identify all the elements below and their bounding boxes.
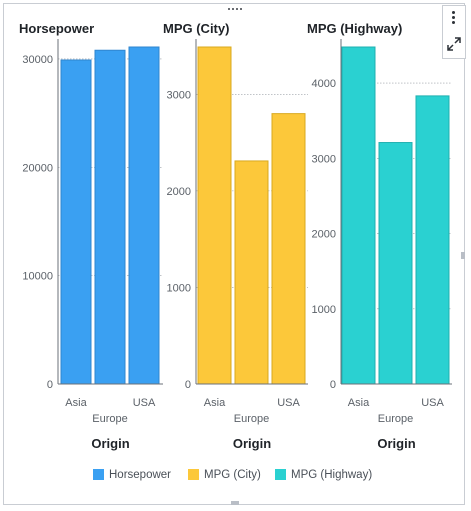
chart-2-category-label: USA	[277, 397, 300, 409]
resize-handle-right[interactable]	[461, 252, 465, 259]
chart-1-ytick-label: 0	[47, 379, 53, 391]
chart-3-category-label: USA	[421, 397, 444, 409]
chart-3-category-label: Asia	[348, 397, 370, 409]
chart-1-category-label: Asia	[65, 397, 87, 409]
panel-toolbar	[442, 5, 466, 59]
vertical-ellipsis-icon[interactable]	[452, 11, 456, 25]
chart-1-ytick-label: 30000	[22, 54, 53, 66]
chart-1-ytick-label: 20000	[22, 162, 53, 174]
chart-1-bar-europe	[94, 49, 126, 385]
chart-2-ytick-label: 3000	[167, 89, 191, 101]
drag-handle-icon[interactable]	[228, 8, 242, 11]
chart-2-bar-asia	[197, 46, 232, 385]
chart-2-category-label: Europe	[234, 413, 269, 425]
chart-1-category-label: USA	[133, 397, 156, 409]
chart-2-x-axis-title: Origin	[233, 436, 271, 451]
legend-swatch	[93, 469, 104, 480]
chart-1-bar-usa	[128, 46, 160, 385]
chart-1-ytick-label: 10000	[22, 271, 53, 283]
legend-swatch	[188, 469, 199, 480]
chart-2-ytick-label: 2000	[167, 186, 191, 198]
chart-3-bar-usa	[415, 95, 450, 385]
chart-3-ytick-label: 3000	[312, 153, 336, 165]
legend-label: MPG (Highway)	[291, 469, 372, 481]
chart-2-category-label: Asia	[204, 397, 226, 409]
chart-3-ytick-label: 1000	[312, 304, 336, 316]
chart-1-title: Horsepower	[19, 21, 94, 36]
legend-label: MPG (City)	[204, 469, 261, 481]
chart-3-bar-asia	[341, 46, 376, 385]
chart-1-bar-asia	[60, 59, 92, 385]
legend-swatch	[275, 469, 286, 480]
chart-2-title: MPG (City)	[163, 21, 229, 36]
chart-3-x-axis-title: Origin	[377, 436, 415, 451]
resize-handle-bottom[interactable]	[231, 501, 239, 505]
chart-2-bar-europe	[234, 160, 269, 385]
chart-2-ytick-label: 1000	[167, 282, 191, 294]
chart-3-title: MPG (Highway)	[307, 21, 402, 36]
chart-1-category-label: Europe	[92, 413, 127, 425]
chart-3-ytick-label: 4000	[312, 78, 336, 90]
chart-3-category-label: Europe	[378, 413, 413, 425]
legend-label: Horsepower	[109, 469, 171, 481]
chart-1-x-axis-title: Origin	[91, 436, 129, 451]
chart-2-ytick-label: 0	[185, 379, 191, 391]
expand-diagonal-icon[interactable]	[446, 36, 462, 52]
chart-3-ytick-label: 2000	[312, 229, 336, 241]
chart-3-bar-europe	[378, 142, 413, 385]
chart-3-ytick-label: 0	[330, 379, 336, 391]
chart-2-bar-usa	[271, 113, 306, 385]
